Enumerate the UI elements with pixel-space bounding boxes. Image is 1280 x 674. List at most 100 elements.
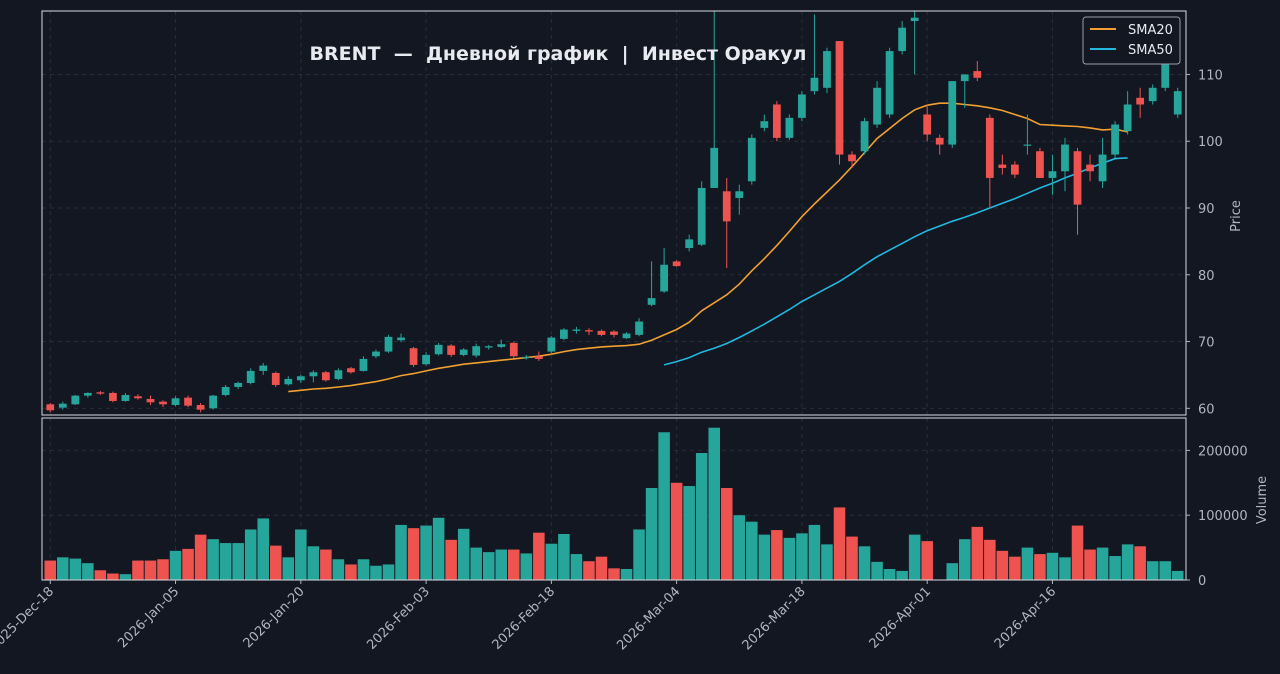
candle-body — [46, 404, 55, 411]
sma-lines — [288, 102, 1128, 393]
chart-title: BRENT — Дневной график | Инвест Оракул — [310, 43, 807, 65]
candle-body — [572, 329, 581, 331]
candle-body — [459, 349, 468, 355]
candle-body — [923, 114, 932, 135]
candle-body — [196, 404, 205, 410]
candle-body — [772, 104, 781, 138]
legend-sma50-label: SMA50 — [1128, 43, 1173, 58]
candle-body — [71, 395, 80, 405]
price-tick-label: 70 — [1198, 336, 1215, 351]
volume-bar — [520, 553, 533, 580]
volume-panel-frame — [41, 417, 1187, 581]
volume-bar — [771, 530, 783, 580]
volume-bar — [107, 573, 119, 580]
volume-bar — [620, 568, 633, 580]
date-tick-label: 2025-Dec-18 — [0, 584, 57, 654]
candle-body — [885, 51, 894, 115]
volume-bar — [658, 432, 670, 580]
candle-body — [785, 117, 794, 138]
volume-bars — [44, 427, 1184, 580]
candle-body — [497, 344, 506, 347]
volume-bar — [169, 550, 182, 580]
candle-body — [1123, 104, 1132, 132]
candle-body — [860, 121, 869, 152]
volume-bar — [984, 539, 996, 580]
candle-body — [973, 71, 982, 78]
volume-bar — [207, 539, 219, 580]
volume-bar — [733, 515, 746, 580]
candle-body — [610, 331, 618, 335]
volume-bar — [370, 565, 382, 580]
volume-bar — [846, 536, 858, 580]
volume-bar — [746, 521, 758, 580]
sma20-line — [288, 102, 1128, 393]
volume-bar — [683, 486, 695, 580]
volume-tick-label: 0 — [1198, 574, 1206, 589]
volume-bar — [257, 518, 269, 580]
date-tick-label: 2026-Mar-18 — [740, 584, 809, 653]
volume-bar — [470, 547, 482, 580]
volume-bar — [1109, 556, 1121, 580]
volume-bar — [821, 544, 833, 580]
volume-bar — [244, 529, 257, 580]
volume-bar — [508, 549, 520, 580]
volume-bar — [194, 534, 207, 580]
price-tick-label: 80 — [1198, 269, 1215, 284]
volume-bar — [144, 560, 157, 580]
volume-bar — [69, 558, 82, 580]
volume-bar — [420, 525, 432, 580]
volume-bar — [783, 537, 796, 580]
volume-bar — [1084, 549, 1096, 580]
candle-body — [735, 191, 744, 198]
date-tick-label: 2026-Mar-04 — [614, 584, 683, 653]
candle-body — [246, 370, 255, 383]
candle-body — [960, 74, 969, 82]
candle-body — [1148, 87, 1157, 102]
price-tick-label: 100 — [1198, 135, 1223, 150]
sma50-line — [663, 157, 1128, 366]
candle-body — [835, 41, 844, 155]
volume-bar — [495, 549, 508, 580]
candle-body — [397, 337, 405, 341]
volume-bar — [445, 539, 457, 580]
volume-bar — [595, 556, 608, 580]
candle-body — [309, 372, 318, 377]
volume-axis: 0 100000 200000 — [1186, 444, 1248, 589]
volume-bar — [457, 528, 470, 580]
price-tick-label: 90 — [1198, 202, 1215, 217]
volume-bar — [157, 559, 169, 580]
volume-bar — [395, 524, 407, 580]
volume-tick-label: 100000 — [1198, 509, 1248, 524]
price-tick-label: 60 — [1198, 402, 1215, 417]
volume-bar — [1034, 554, 1046, 580]
candle-body — [134, 396, 142, 399]
date-tick-label: 2026-Apr-16 — [992, 584, 1059, 651]
candle-body — [898, 27, 907, 52]
candle-body — [672, 261, 681, 267]
volume-bar — [44, 560, 57, 580]
candle-body — [635, 321, 643, 335]
candle-body — [910, 17, 919, 22]
volume-bar — [1021, 547, 1034, 580]
volume-bar — [320, 549, 332, 580]
price-gridlines — [42, 11, 1186, 415]
volume-bar — [1009, 556, 1021, 580]
candle-body — [209, 395, 218, 409]
volume-bar — [720, 487, 733, 580]
volume-bar — [971, 526, 984, 580]
candle-body — [184, 397, 192, 406]
volume-bar — [645, 487, 658, 580]
date-tick-label: 2026-Feb-18 — [490, 584, 559, 653]
volume-bar — [896, 570, 908, 580]
candle-body — [159, 401, 167, 405]
price-tick-label: 110 — [1198, 68, 1223, 83]
candle-body — [234, 382, 243, 387]
candle-body — [58, 403, 67, 408]
volume-bar — [871, 561, 883, 580]
candle-body — [1036, 151, 1044, 178]
date-tick-label: 2026-Jan-20 — [241, 584, 308, 651]
candle-body — [409, 348, 418, 365]
candle-body — [1111, 124, 1119, 155]
volume-bar — [921, 541, 933, 580]
volume-bar — [119, 574, 132, 580]
